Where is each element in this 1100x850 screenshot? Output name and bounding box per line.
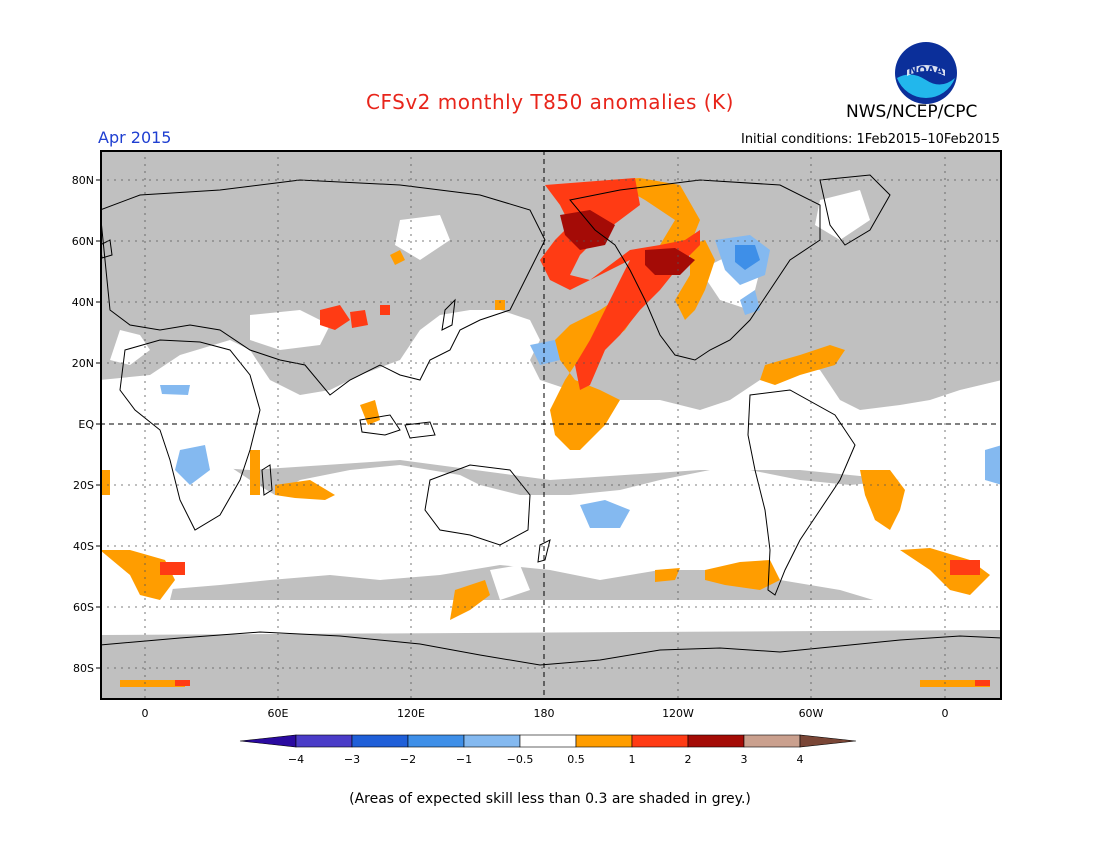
colorbar-tick-label: 3 [741,753,748,766]
colorbar-upper-arrow [799,734,857,748]
colorbar-tick-label: 4 [797,753,804,766]
lat-label: 60S [73,601,94,614]
colorbar-tick-label: −3 [344,753,360,766]
lat-label: 20S [73,479,94,492]
agency-label: NWS/NCEP/CPC [846,102,978,122]
colorbar-tick-label: 2 [685,753,692,766]
colorbar-segment [351,734,409,748]
colorbar-segment [407,734,465,748]
colorbar-segment [743,734,801,748]
colorbar-segment [575,734,633,748]
lon-label: 120E [397,707,425,720]
colorbar: −4 −3 −2 −1 −0.5 0.5 1 2 3 4 [238,733,864,767]
colorbar-segment [631,734,689,748]
lat-label: 80N [72,174,94,187]
colorbar-segment [519,734,577,748]
lat-label: EQ [78,418,94,431]
lat-label: 80S [73,662,94,675]
colorbar-segment [463,734,521,748]
colorbar-lower-arrow [239,734,297,748]
lat-label: 60N [72,235,94,248]
colorbar-tick-label: −0.5 [507,753,534,766]
lon-label: 60W [799,707,824,720]
skill-footnote: (Areas of expected skill less than 0.3 a… [349,791,751,807]
lon-label: 180 [534,707,555,720]
lat-label: 40S [73,540,94,553]
lon-label: 60E [268,707,289,720]
lon-label: 0 [942,707,949,720]
anomaly-map [100,150,1002,700]
noaa-logo-text: NOAA [908,64,944,77]
colorbar-tick-label: −4 [288,753,304,766]
colorbar-tick-label: 0.5 [567,753,585,766]
colorbar-tick-label: 1 [629,753,636,766]
coastlines [100,174,1002,666]
extreme-warm-anomaly-regions [560,210,695,275]
initial-conditions: Initial conditions: 1Feb2015–10Feb2015 [740,132,1000,147]
colorbar-tick-label: −2 [400,753,416,766]
valid-month: Apr 2015 [98,128,172,147]
lon-label: 0 [142,707,149,720]
noaa-logo: NOAA [893,40,959,106]
lon-axis: 0 60E 120E 180 120W 60W 0 [100,703,1002,723]
map-frame [100,150,1002,700]
lat-label: 40N [72,296,94,309]
colorbar-segment [295,734,353,748]
cold-anomaly-core [735,245,760,270]
colorbar-tick-label: −1 [456,753,472,766]
neutral-regions [100,190,1002,635]
graticule [100,150,1002,700]
lat-label: 20N [72,357,94,370]
colorbar-segment [687,734,745,748]
lat-axis: 80N 60N 40N 20N EQ 20S 40S 60S 80S [58,150,100,700]
lon-label: 120W [662,707,694,720]
map-title: CFSv2 monthly T850 anomalies (K) [366,90,734,114]
